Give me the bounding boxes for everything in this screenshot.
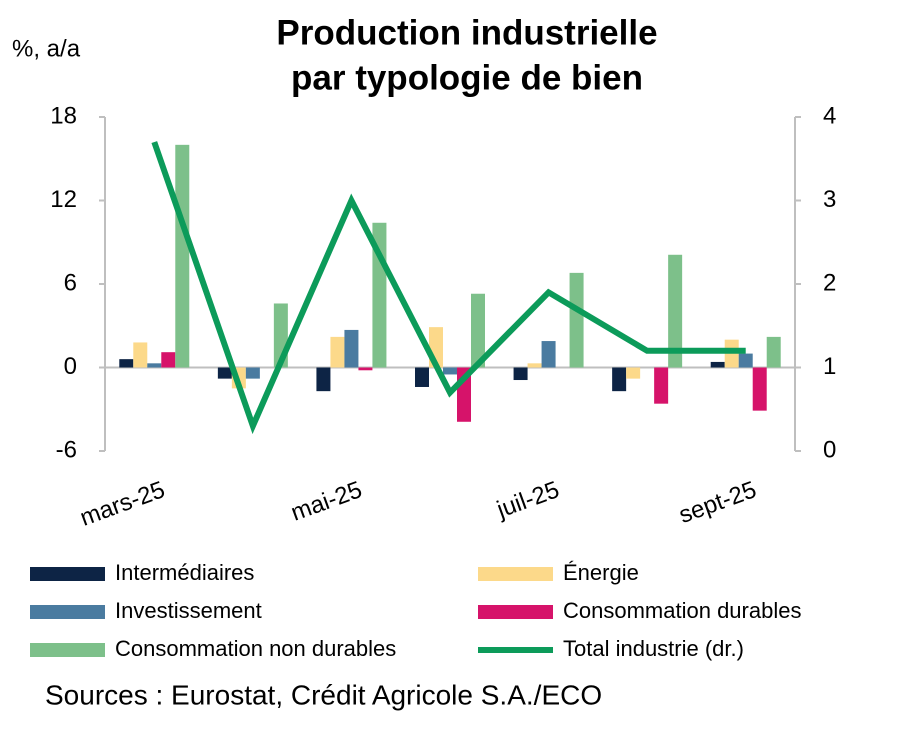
bar	[133, 342, 148, 368]
bar	[612, 367, 627, 392]
legend-swatch	[30, 605, 105, 619]
legend-label: Consommation non durables	[115, 636, 396, 661]
y-tick-label: 12	[50, 186, 77, 213]
bar	[766, 336, 781, 368]
bar	[738, 353, 753, 368]
y2-tick-label: 1	[823, 353, 836, 380]
x-tick-label: mai-25	[287, 476, 365, 526]
bar	[513, 367, 528, 381]
bar	[175, 144, 190, 368]
legend-label: Énergie	[563, 560, 639, 585]
bar	[358, 367, 373, 371]
legend-label: Total industrie (dr.)	[563, 636, 744, 661]
bar	[541, 341, 556, 368]
x-tick-label: sept-25	[675, 476, 759, 529]
bar	[217, 367, 232, 379]
legend-label: Investissement	[115, 598, 262, 623]
bar	[316, 367, 331, 392]
y2-tick-label: 0	[823, 436, 836, 463]
legend-swatch	[30, 567, 105, 581]
y2-tick-label: 3	[823, 186, 836, 213]
bar	[161, 352, 176, 368]
x-tick-label: mars-25	[77, 476, 169, 531]
bar	[752, 367, 767, 411]
legend-swatch	[30, 643, 105, 657]
x-tick-label: juil-25	[492, 476, 562, 524]
y-tick-label: -6	[56, 436, 77, 463]
chart-subtitle: par typologie de bien	[291, 58, 643, 97]
bar	[119, 359, 134, 368]
y-tick-label: 6	[64, 269, 77, 296]
y-axis-label: %, a/a	[12, 35, 81, 62]
bar	[654, 367, 669, 404]
bar	[569, 272, 584, 368]
bar	[527, 363, 542, 368]
y-tick-label: 0	[64, 353, 77, 380]
bar	[668, 254, 683, 368]
source: Sources : Eurostat, Crédit Agricole S.A.…	[45, 679, 602, 710]
legend-swatch	[478, 567, 553, 581]
bar	[415, 367, 429, 387]
bar	[330, 336, 345, 368]
y2-tick-label: 2	[823, 269, 836, 296]
legend-swatch	[478, 605, 553, 619]
y2-tick-label: 4	[823, 102, 836, 129]
y-tick-label: 18	[50, 102, 77, 129]
legend-label: Intermédiaires	[115, 560, 254, 585]
bar	[710, 361, 725, 368]
bar	[471, 293, 485, 368]
bar	[443, 367, 457, 375]
legend-label: Consommation durables	[563, 598, 801, 623]
bar	[147, 363, 162, 368]
bar	[344, 329, 359, 368]
chart-title: Production industrielle	[276, 13, 657, 52]
line	[151, 141, 746, 435]
bar	[626, 367, 641, 379]
bar	[245, 367, 260, 379]
